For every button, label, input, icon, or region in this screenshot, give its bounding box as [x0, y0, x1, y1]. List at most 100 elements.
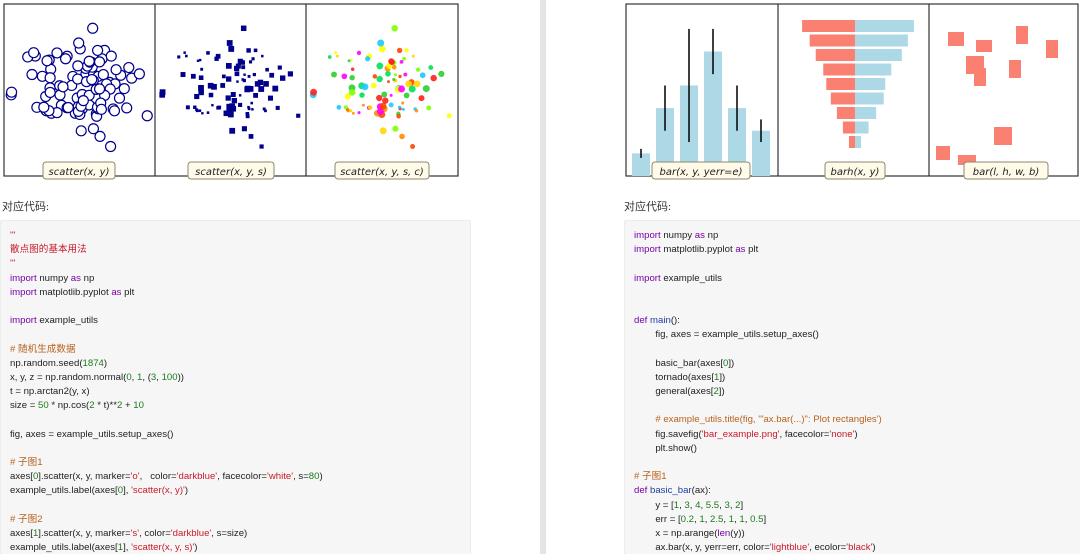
scatter-marker — [26, 68, 38, 81]
scatter-marker — [217, 105, 222, 110]
scatter-figure: scatter(x, y) scatter(x, y, s) scatter(x… — [3, 3, 459, 180]
code-token: )) — [177, 371, 184, 383]
code-token: # 子图1 — [10, 457, 43, 468]
code-line: import matplotlib.pyplot as plt — [10, 286, 470, 300]
code-token: # 随机生成数据 — [10, 343, 76, 355]
code-token: ''' — [10, 258, 16, 270]
code-token: , s= — [293, 471, 309, 483]
general-bar — [976, 40, 992, 52]
scatter-marker — [95, 103, 108, 115]
barh-left — [815, 49, 855, 61]
code-token: basic_bar — [650, 485, 692, 497]
scatter-marker — [275, 105, 280, 110]
scatter-marker — [228, 46, 235, 52]
subplot-label-box: scatter(x, y, s) — [187, 161, 275, 180]
scatter-marker — [225, 63, 232, 69]
code-token: , — [729, 499, 736, 511]
code-token: as — [70, 272, 81, 284]
code-token: 2 — [89, 400, 95, 412]
code-line: import example_utils — [634, 272, 1080, 286]
scatter-marker — [199, 58, 202, 62]
code-line: ''' — [10, 229, 470, 243]
code-line: size = 50 * np.cos(2 * t)**2 + 10 — [10, 399, 470, 413]
barh-left — [848, 136, 855, 148]
scatter-marker — [388, 58, 395, 65]
code-token: 0 — [117, 485, 124, 497]
code-token: 0.5 — [750, 513, 764, 525]
code-token: def — [634, 315, 648, 327]
scatter-marker — [62, 101, 74, 114]
code-token: , — [700, 499, 706, 511]
scatter-marker — [370, 82, 377, 89]
scatter-marker — [310, 88, 318, 96]
code-line: plt.show() — [634, 442, 1080, 456]
scatter-marker — [206, 111, 210, 114]
scatter-marker — [87, 22, 99, 34]
barh-left — [842, 121, 855, 134]
barh-left — [830, 92, 855, 105]
scatter-marker — [198, 75, 204, 80]
scatter-marker — [396, 47, 403, 54]
scatter-marker — [392, 125, 399, 132]
scatter-marker — [413, 80, 421, 88]
scatter-marker — [349, 109, 353, 113]
code-token: , color= — [139, 471, 177, 483]
scatter-marker — [428, 65, 434, 71]
scatter-marker — [57, 81, 69, 93]
code-token: general(axes[ — [634, 386, 714, 398]
scatter-marker — [92, 44, 104, 57]
code-token: # 子图2 — [10, 513, 43, 525]
scatter-marker — [59, 53, 72, 65]
code-token: + — [122, 400, 134, 412]
code-token: len — [717, 527, 731, 539]
scatter-marker — [211, 83, 217, 90]
scatter-marker — [404, 48, 409, 53]
bar — [704, 51, 722, 176]
code-token: fig.savefig( — [634, 428, 702, 440]
scatter-marker — [198, 89, 204, 96]
scatter-marker — [245, 114, 250, 119]
code-token: main — [650, 315, 671, 327]
subplot-label-box: bar(l, h, w, b) — [963, 161, 1049, 180]
code-block: import numpy as np import matplotlib.pypl… — [624, 220, 1080, 554]
barh-left — [823, 63, 855, 76]
scatter-marker — [357, 111, 361, 115]
scatter-marker — [86, 73, 98, 86]
scatter-marker — [201, 112, 204, 115]
scatter-marker — [399, 133, 405, 140]
code-token: ]) — [719, 371, 726, 383]
bar — [632, 153, 650, 176]
scatter-marker — [194, 93, 200, 100]
scatter-marker — [361, 83, 369, 91]
general-bar — [994, 127, 1012, 145]
scatter-marker — [97, 68, 109, 81]
scatter-marker — [359, 92, 365, 98]
scatter-marker — [200, 67, 204, 71]
code-token: ''' — [10, 230, 16, 241]
code-line: t = np.arctan2(y, x) — [10, 385, 470, 399]
code-token: , s=size) — [211, 527, 248, 539]
code-token: ) — [103, 357, 108, 369]
code-token: 3 — [150, 371, 157, 383]
code-line: import numpy as np — [634, 229, 1080, 243]
scatter-marker — [121, 102, 133, 114]
code-token: np — [80, 272, 95, 284]
code-token: 2 — [735, 499, 741, 511]
code-token: 散点图的基本用法 — [10, 244, 87, 256]
scatter-marker — [105, 50, 117, 62]
scatter-marker — [244, 86, 251, 93]
code-token: import — [634, 244, 661, 256]
code-token: ) — [194, 542, 198, 554]
scatter-marker — [248, 134, 254, 139]
code-token: ], — [123, 485, 132, 497]
barh-right — [855, 49, 902, 61]
scatter-marker — [408, 85, 416, 93]
scatter-marker — [243, 73, 246, 76]
code-line: import matplotlib.pyplot as plt — [634, 243, 1080, 257]
scatter-plot-2 — [159, 25, 301, 149]
code-token: 0 — [32, 471, 39, 483]
bar — [656, 108, 674, 176]
code-token: numpy — [36, 272, 71, 284]
scatter-marker — [341, 73, 348, 80]
scatter-marker — [236, 80, 239, 83]
